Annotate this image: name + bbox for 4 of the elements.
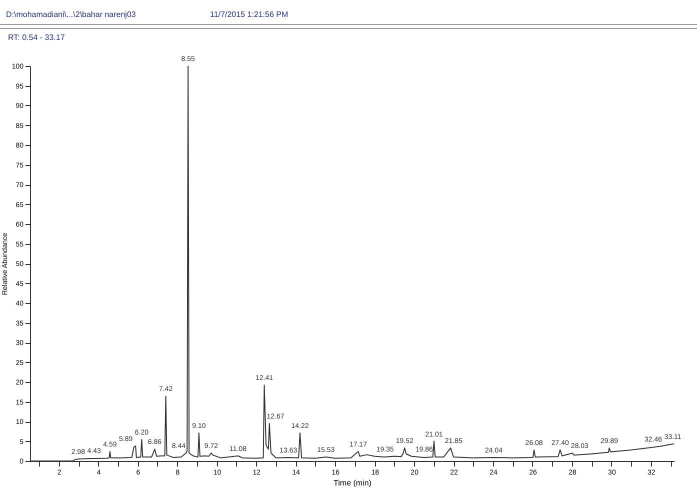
text: RT: 0.54 - 33.17 <box>0 28 697 47</box>
text: 11/7/2015 1:21:56 PM <box>210 10 288 19</box>
x-axis-title: Time (min) <box>334 478 372 488</box>
text: D:\mohamadiani\...\2\bahar narenj03 <box>6 10 136 19</box>
